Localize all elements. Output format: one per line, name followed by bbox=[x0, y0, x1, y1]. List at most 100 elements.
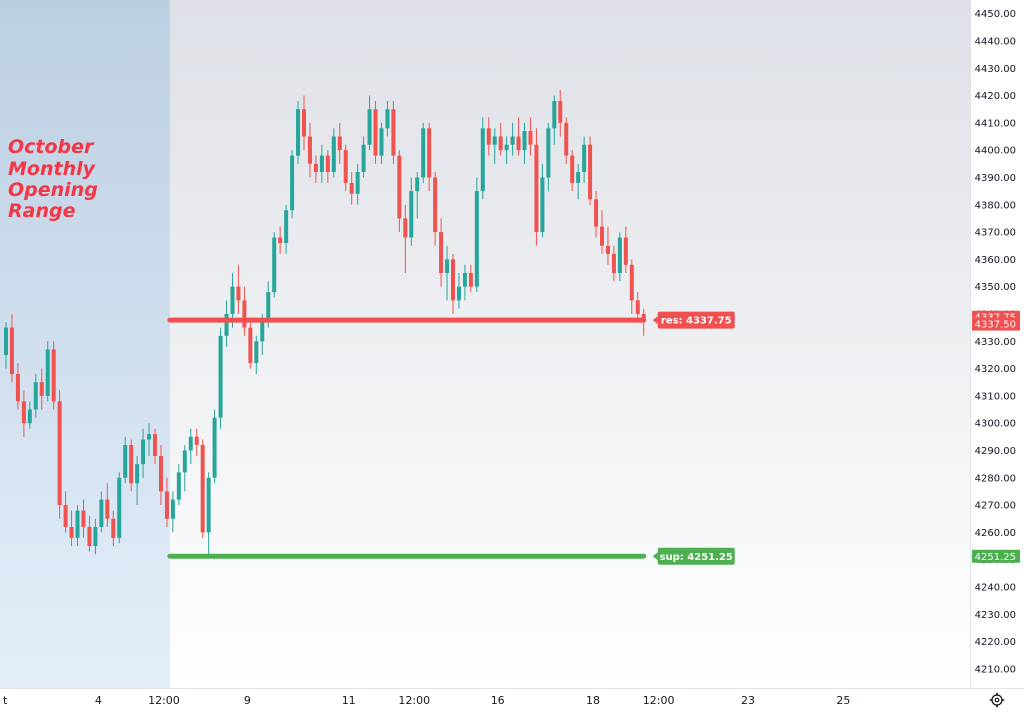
candle-body bbox=[641, 313, 646, 321]
candle bbox=[451, 253, 455, 314]
candle bbox=[439, 218, 444, 287]
candle-body bbox=[99, 499, 104, 527]
candle-body bbox=[343, 150, 348, 183]
candle-body bbox=[409, 191, 414, 238]
candle-body bbox=[552, 101, 557, 129]
time-axis[interactable] bbox=[0, 688, 1024, 712]
candle bbox=[170, 491, 175, 533]
candle-body bbox=[385, 109, 390, 129]
candle-body bbox=[319, 155, 324, 172]
candle-body bbox=[510, 136, 515, 145]
candle bbox=[343, 144, 348, 192]
candle bbox=[218, 327, 223, 429]
candle bbox=[63, 491, 68, 533]
time-tick-label: 18 bbox=[586, 694, 600, 707]
candle bbox=[200, 439, 205, 538]
candle-body bbox=[492, 136, 497, 145]
candle bbox=[629, 259, 634, 314]
candle-body bbox=[290, 155, 295, 211]
candle bbox=[534, 128, 539, 246]
time-tick-label: 11 bbox=[342, 694, 356, 707]
candle-body bbox=[629, 264, 634, 301]
candles-layer bbox=[4, 90, 646, 555]
candle-body bbox=[361, 144, 366, 172]
candle-body bbox=[421, 128, 426, 178]
candle bbox=[212, 409, 217, 484]
candle bbox=[433, 172, 438, 246]
candle-body bbox=[284, 210, 289, 243]
candle bbox=[290, 150, 295, 219]
candle-body bbox=[576, 172, 581, 183]
candle bbox=[117, 472, 122, 544]
candle bbox=[182, 445, 187, 492]
price-tick-label: 4330.00 bbox=[975, 337, 1016, 348]
price-tick-label: 4280.00 bbox=[975, 473, 1016, 484]
candle-body bbox=[468, 273, 473, 287]
candle bbox=[456, 273, 461, 309]
candle bbox=[594, 191, 599, 238]
candle bbox=[474, 177, 479, 293]
candle-body bbox=[63, 505, 68, 527]
time-tick-label: t bbox=[3, 694, 8, 707]
candle bbox=[415, 172, 420, 219]
time-tick-label: 9 bbox=[244, 694, 251, 707]
candle-body bbox=[147, 434, 152, 440]
candle-body bbox=[218, 335, 223, 418]
candle-body bbox=[230, 286, 235, 314]
support-label: sup: 4251.25 bbox=[660, 552, 733, 563]
candle-body bbox=[57, 401, 62, 506]
candle-body bbox=[325, 155, 330, 172]
opening-range-shading bbox=[0, 0, 170, 688]
candle bbox=[582, 136, 587, 183]
candle bbox=[105, 483, 110, 527]
candle bbox=[367, 95, 372, 151]
time-tick-label: 25 bbox=[836, 694, 850, 707]
candle-body bbox=[605, 245, 610, 254]
gear-icon[interactable] bbox=[989, 692, 1005, 708]
support-label-box bbox=[657, 547, 735, 565]
candle bbox=[498, 122, 503, 156]
price-tick-label: 4260.00 bbox=[975, 528, 1016, 539]
price-tick-label: 4220.00 bbox=[975, 637, 1016, 648]
candle bbox=[272, 232, 277, 298]
candle bbox=[355, 163, 360, 205]
candle-body bbox=[81, 510, 86, 527]
candle bbox=[57, 390, 62, 519]
price-tick-label: 4290.00 bbox=[975, 446, 1016, 457]
candle-body bbox=[111, 518, 116, 538]
candle-body bbox=[534, 144, 539, 233]
candle-body bbox=[439, 232, 444, 274]
candle bbox=[468, 264, 473, 293]
candle-body bbox=[212, 417, 217, 478]
candle-body bbox=[427, 128, 432, 178]
candle bbox=[75, 505, 80, 547]
candle-body bbox=[355, 172, 360, 194]
candle bbox=[135, 455, 140, 506]
candle-body bbox=[272, 237, 277, 293]
candle bbox=[611, 245, 616, 282]
candle-body bbox=[540, 177, 545, 233]
candle bbox=[4, 322, 8, 369]
candle bbox=[397, 150, 402, 233]
candle bbox=[504, 136, 509, 164]
candle bbox=[93, 518, 98, 555]
price-tick-label: 4430.00 bbox=[975, 64, 1016, 75]
candle bbox=[153, 428, 157, 465]
candle-body bbox=[117, 477, 122, 538]
candle bbox=[552, 95, 557, 145]
candle bbox=[302, 95, 306, 151]
candle bbox=[111, 510, 116, 547]
candle-body bbox=[594, 199, 599, 227]
candle bbox=[540, 163, 545, 238]
price-tag-box bbox=[972, 317, 1020, 331]
candle-body bbox=[451, 259, 455, 301]
candle bbox=[147, 423, 152, 456]
candle-body bbox=[105, 499, 110, 519]
candle bbox=[588, 136, 593, 205]
price-axis[interactable] bbox=[970, 0, 1024, 688]
candle bbox=[462, 264, 467, 301]
price-tag-label: 4251.25 bbox=[975, 552, 1016, 563]
resistance-label: res: 4337.75 bbox=[661, 316, 732, 327]
candle bbox=[81, 499, 86, 538]
